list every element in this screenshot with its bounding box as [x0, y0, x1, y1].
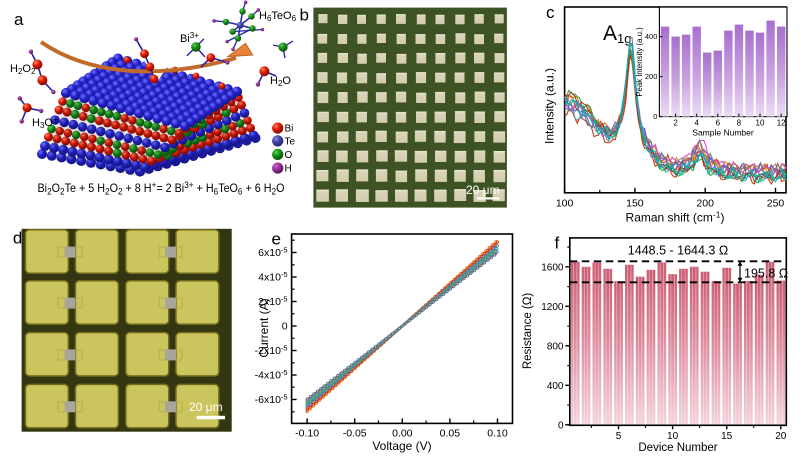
- svg-text:1200: 1200: [541, 302, 564, 313]
- svg-text:H2O: H2O: [270, 75, 291, 88]
- svg-text:Voltage (V): Voltage (V): [372, 439, 431, 453]
- svg-text:A1g: A1g: [603, 22, 631, 46]
- svg-text:Bi: Bi: [285, 124, 294, 135]
- svg-text:10: 10: [667, 431, 679, 442]
- svg-text:100: 100: [556, 197, 574, 209]
- svg-text:O: O: [285, 150, 293, 161]
- svg-text:e: e: [272, 230, 281, 249]
- svg-text:0.05: 0.05: [440, 427, 461, 439]
- svg-text:10: 10: [756, 119, 765, 128]
- svg-text:d: d: [13, 229, 22, 248]
- svg-text:-0.10: -0.10: [295, 427, 319, 439]
- svg-text:2x10-5: 2x10-5: [258, 295, 287, 309]
- svg-text:0.00: 0.00: [392, 427, 413, 439]
- svg-text:H6TeO6: H6TeO6: [259, 10, 297, 23]
- svg-text:H2O2: H2O2: [10, 63, 36, 76]
- svg-text:Bi2O2Te + 5 H2O2 + 8 H+= 2 Bi3: Bi2O2Te + 5 H2O2 + 8 H+= 2 Bi3+ + H6TeO6…: [38, 180, 285, 197]
- svg-text:200: 200: [696, 197, 714, 209]
- svg-text:-6x10-5: -6x10-5: [255, 393, 288, 407]
- svg-text:-4x10-5: -4x10-5: [255, 368, 288, 382]
- svg-text:Raman shift (cm-1): Raman shift (cm-1): [626, 209, 725, 224]
- svg-text:400: 400: [645, 32, 658, 41]
- svg-text:Resistance (Ω): Resistance (Ω): [522, 293, 534, 370]
- svg-text:20 μm: 20 μm: [466, 183, 500, 197]
- svg-text:800: 800: [547, 341, 564, 352]
- svg-text:4: 4: [694, 119, 699, 128]
- svg-text:0: 0: [558, 420, 564, 431]
- svg-text:c: c: [546, 3, 555, 22]
- svg-text:0: 0: [653, 112, 657, 121]
- svg-text:-0.05: -0.05: [343, 427, 367, 439]
- svg-text:150: 150: [626, 197, 644, 209]
- svg-text:H3O+: H3O+: [32, 115, 58, 130]
- svg-text:a: a: [14, 10, 24, 29]
- svg-text:2: 2: [673, 119, 678, 128]
- svg-text:15: 15: [721, 431, 733, 442]
- svg-text:0.10: 0.10: [487, 427, 508, 439]
- svg-text:-2x10-5: -2x10-5: [255, 344, 288, 358]
- svg-text:400: 400: [547, 381, 564, 392]
- svg-text:8: 8: [737, 119, 742, 128]
- svg-text:195.8 Ω: 195.8 Ω: [744, 267, 788, 281]
- svg-text:1600: 1600: [541, 262, 564, 273]
- svg-text:5: 5: [616, 431, 622, 442]
- svg-text:f: f: [555, 234, 560, 253]
- svg-text:Device Number: Device Number: [638, 442, 717, 454]
- svg-text:20: 20: [775, 431, 787, 442]
- svg-text:0: 0: [282, 321, 288, 333]
- svg-text:4x10-5: 4x10-5: [258, 270, 287, 284]
- svg-text:Peak Intensity (a.u.): Peak Intensity (a.u.): [635, 27, 644, 97]
- svg-text:250: 250: [767, 197, 785, 209]
- svg-text:20 μm: 20 μm: [189, 400, 223, 414]
- svg-text:H: H: [285, 164, 292, 175]
- svg-text:12: 12: [777, 119, 786, 128]
- svg-text:Sample Number: Sample Number: [692, 128, 754, 138]
- svg-text:1448.5 - 1644.3 Ω: 1448.5 - 1644.3 Ω: [628, 244, 728, 258]
- svg-text:b: b: [300, 6, 309, 25]
- svg-text:200: 200: [645, 72, 658, 81]
- svg-text:Intensity (a.u.): Intensity (a.u.): [543, 68, 557, 144]
- svg-text:6: 6: [716, 119, 721, 128]
- svg-text:6x10-5: 6x10-5: [258, 246, 287, 260]
- svg-text:Current (A): Current (A): [257, 298, 271, 357]
- svg-text:Te: Te: [285, 136, 296, 147]
